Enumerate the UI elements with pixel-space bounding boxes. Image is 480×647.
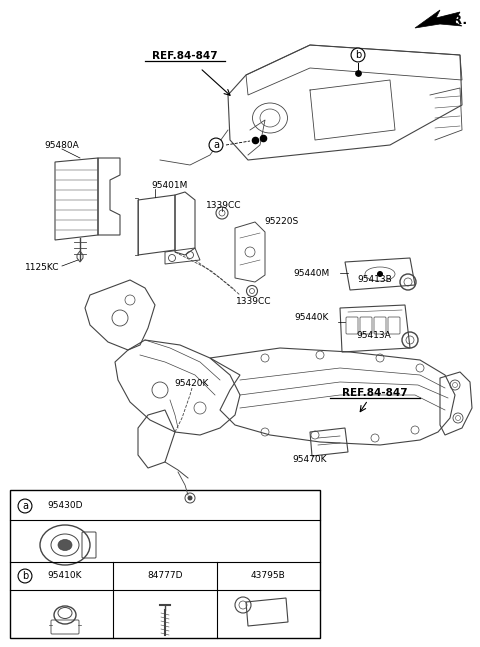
Text: 95420K: 95420K: [175, 378, 209, 388]
Text: 95470K: 95470K: [293, 455, 327, 465]
Text: b: b: [22, 571, 28, 581]
Text: 95413B: 95413B: [358, 276, 392, 285]
Text: 84777D: 84777D: [147, 571, 183, 580]
Text: a: a: [22, 501, 28, 511]
Circle shape: [377, 271, 383, 277]
Text: 95220S: 95220S: [264, 217, 298, 226]
Text: REF.84-847: REF.84-847: [342, 388, 408, 398]
Point: [259, 133, 267, 143]
Text: 95440K: 95440K: [295, 314, 329, 322]
Point: [251, 135, 259, 145]
Text: 95480A: 95480A: [45, 140, 79, 149]
Text: REF.84-847: REF.84-847: [152, 51, 218, 61]
Text: 95430D: 95430D: [47, 501, 83, 510]
Point: [354, 68, 362, 78]
Text: 95401M: 95401M: [152, 181, 188, 190]
Text: b: b: [355, 50, 361, 60]
Text: 95440M: 95440M: [294, 269, 330, 278]
Text: 95410K: 95410K: [48, 571, 82, 580]
Text: 43795B: 43795B: [251, 571, 286, 580]
Text: 1125KC: 1125KC: [25, 263, 59, 272]
Text: 1339CC: 1339CC: [206, 201, 242, 210]
Ellipse shape: [58, 540, 72, 551]
Text: 95413A: 95413A: [357, 331, 391, 340]
Circle shape: [188, 496, 192, 501]
Text: 1339CC: 1339CC: [236, 298, 272, 307]
Text: a: a: [213, 140, 219, 150]
Text: FR.: FR.: [445, 14, 468, 27]
Polygon shape: [415, 10, 462, 28]
